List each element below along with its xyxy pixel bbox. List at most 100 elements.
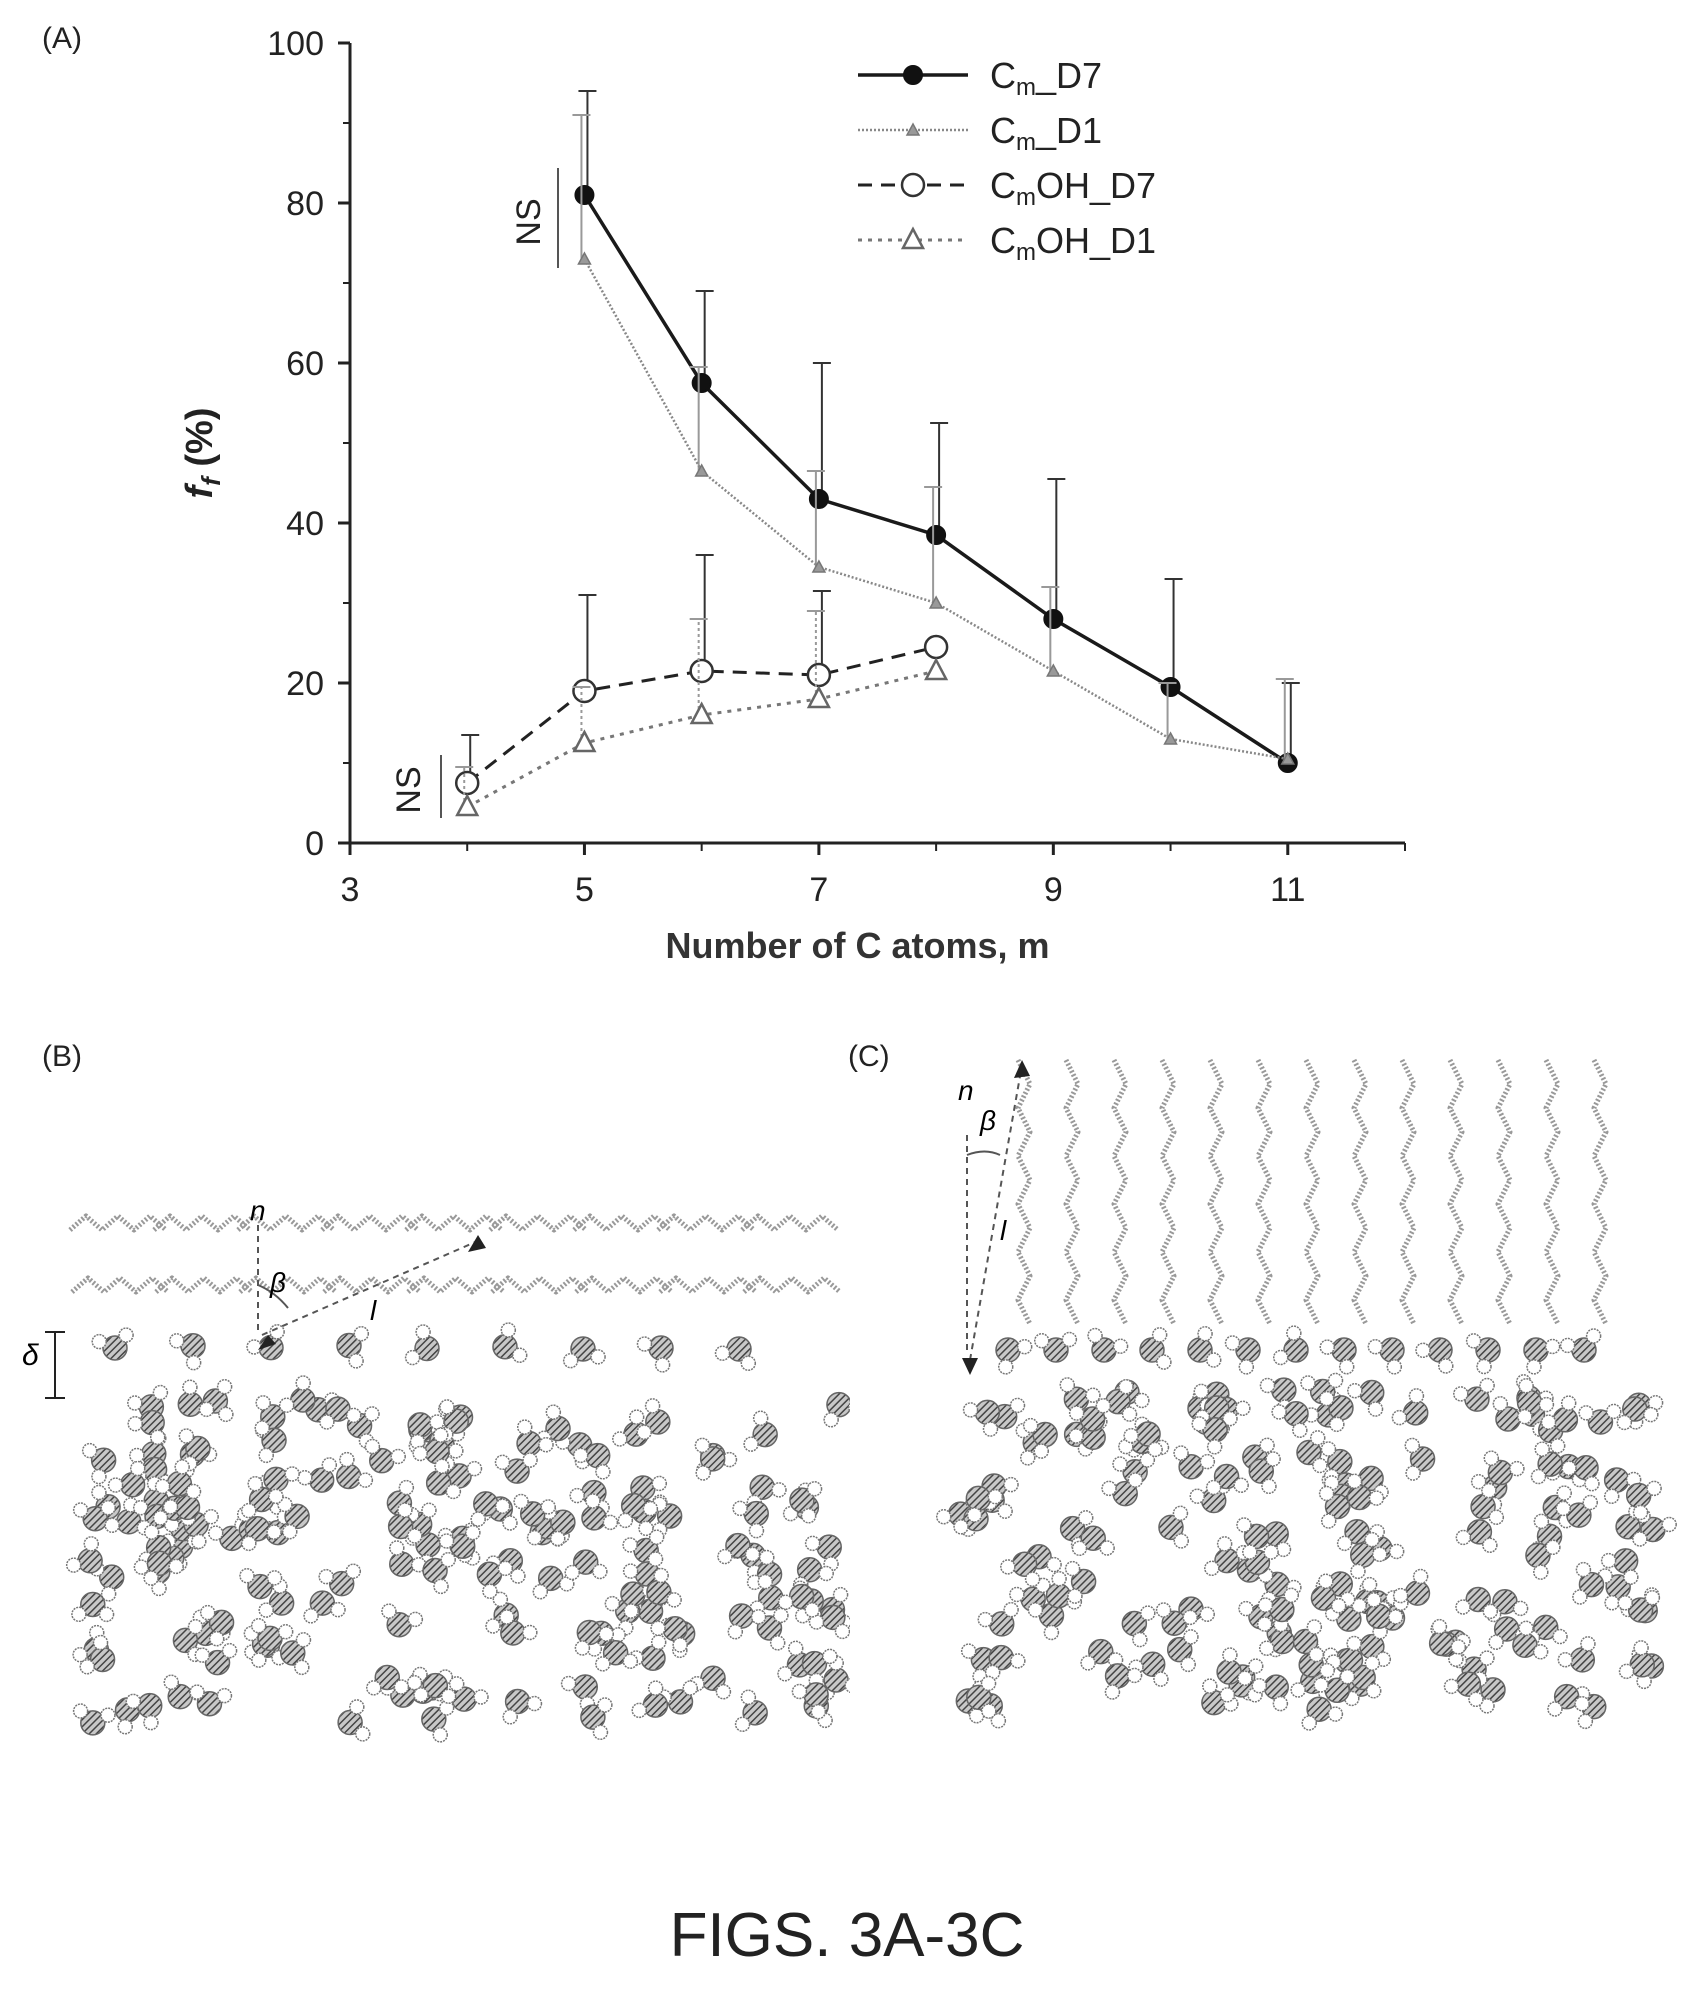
hydrogen-atom <box>642 1500 659 1517</box>
data-point <box>455 793 480 817</box>
alkyl-chain <box>320 1213 420 1233</box>
hydrogen-atom <box>734 1716 751 1733</box>
water-molecule <box>560 1674 598 1712</box>
water-molecule <box>962 1399 1001 1437</box>
hydrogen-atom <box>1009 1586 1025 1603</box>
hydrogen-atom <box>1101 1480 1117 1497</box>
x-tick-label: 3 <box>341 871 360 909</box>
water-molecule <box>143 1550 184 1586</box>
hydrogen-atom <box>349 1699 365 1715</box>
water-molecule <box>789 1481 823 1524</box>
hydrogen-atom <box>1534 1441 1550 1457</box>
hydrogen-atom <box>189 1684 205 1700</box>
hydrogen-atom <box>1118 1378 1134 1395</box>
hydrogen-atom <box>1448 1651 1464 1667</box>
water-molecule <box>734 1689 768 1733</box>
water-molecule <box>1187 1326 1222 1368</box>
oxygen-atom <box>826 1391 850 1418</box>
water-molecule <box>1022 1417 1058 1459</box>
hydrogen-atom <box>218 1406 234 1423</box>
water-molecule <box>263 1466 300 1505</box>
hydrogen-atom <box>1391 1409 1408 1426</box>
water-molecule <box>1204 1536 1240 1577</box>
hydrogen-atom <box>1127 1472 1144 1488</box>
oxygen-atom <box>1358 1379 1385 1406</box>
water-molecule <box>1470 1482 1505 1526</box>
hydrogen-atom <box>1222 1647 1238 1663</box>
water-molecule <box>1415 1337 1454 1374</box>
oxygen-atom <box>1587 1409 1614 1435</box>
oxygen-atom <box>1139 1337 1165 1363</box>
water-molecule <box>1259 1377 1297 1415</box>
water-molecule <box>254 1420 287 1464</box>
hydrogen-atom <box>604 1595 621 1612</box>
water-molecule <box>422 1551 456 1595</box>
hydrogen-atom <box>1233 1477 1249 1493</box>
b-alkyl-chains <box>68 1213 842 1295</box>
hydrogen-atom <box>357 1472 374 1488</box>
data-point <box>1160 677 1181 697</box>
oxygen-atom <box>1296 1439 1322 1466</box>
hydrogen-atom <box>585 1493 601 1509</box>
hydrogen-atom <box>353 1325 370 1342</box>
water-molecule <box>714 1336 757 1372</box>
hydrogen-atom <box>1236 1517 1252 1533</box>
hydrogen-atom <box>421 1502 437 1519</box>
water-molecule <box>1272 1325 1309 1366</box>
hydrogen-atom <box>294 1659 310 1676</box>
hydrogen-atom <box>1199 1606 1215 1623</box>
hydrogen-atom <box>258 1602 274 1618</box>
hydrogen-atom <box>448 1443 464 1459</box>
water-molecule <box>1158 1505 1190 1549</box>
hydrogen-atom <box>654 1357 671 1373</box>
hydrogen-atom <box>1009 1397 1026 1414</box>
water-molecule <box>1555 1494 1599 1528</box>
hydrogen-atom <box>241 1535 257 1552</box>
hydrogen-atom <box>117 1718 133 1735</box>
hydrogen-atom <box>1559 1337 1576 1354</box>
y-axis-label: ff (%) <box>179 408 226 499</box>
data-point <box>1046 663 1061 677</box>
hydrogen-atom <box>143 1524 160 1540</box>
water-molecule <box>516 1419 554 1457</box>
oxygen-atom <box>756 1615 783 1641</box>
oxygen-atom <box>177 1391 204 1417</box>
hydrogen-atom <box>1544 1338 1561 1355</box>
hydrogen-atom <box>1330 1597 1347 1614</box>
water-molecule <box>1000 1551 1041 1587</box>
oxygen-atom <box>570 1336 596 1362</box>
hydrogen-atom <box>1443 1678 1460 1695</box>
hydrogen-atom <box>404 1349 421 1366</box>
hydrogen-atom <box>72 1646 88 1663</box>
hydrogen-atom <box>1132 1631 1148 1648</box>
c-annotations: n β l <box>958 1060 1030 1375</box>
alkyl-chain <box>1399 1058 1417 1326</box>
oxygen-atom <box>516 1430 542 1457</box>
hydrogen-atom <box>595 1464 611 1480</box>
water-molecule <box>636 1335 674 1373</box>
y-tick-label: 40 <box>286 505 324 543</box>
hydrogen-atom <box>1600 1552 1617 1569</box>
hydrogen-atom <box>390 1448 406 1465</box>
water-molecule <box>485 1591 519 1634</box>
hydrogen-atom <box>510 1568 526 1584</box>
water-molecule <box>1404 1437 1436 1481</box>
hydrogen-atom <box>1552 1628 1568 1645</box>
hydrogen-atom <box>1151 1327 1168 1343</box>
hydrogen-atom <box>1197 1326 1213 1342</box>
hydrogen-atom <box>987 1488 1004 1505</box>
hydrogen-atom <box>295 1632 312 1648</box>
water-molecule <box>1068 1398 1112 1432</box>
hydrogen-atom <box>269 1324 285 1340</box>
hydrogen-atom <box>1272 1695 1289 1712</box>
water-molecule <box>1123 1421 1163 1458</box>
hydrogen-atom <box>1431 1618 1448 1635</box>
oxygen-atom <box>325 1396 351 1422</box>
oxygen-atom <box>1283 1400 1309 1427</box>
water-molecule <box>1027 1602 1065 1641</box>
hydrogen-atom <box>750 1609 767 1625</box>
hydrogen-atom <box>393 1679 410 1695</box>
water-molecule <box>250 1618 294 1652</box>
hydrogen-atom <box>1604 1595 1620 1611</box>
alkyl-chain <box>1063 1058 1081 1326</box>
